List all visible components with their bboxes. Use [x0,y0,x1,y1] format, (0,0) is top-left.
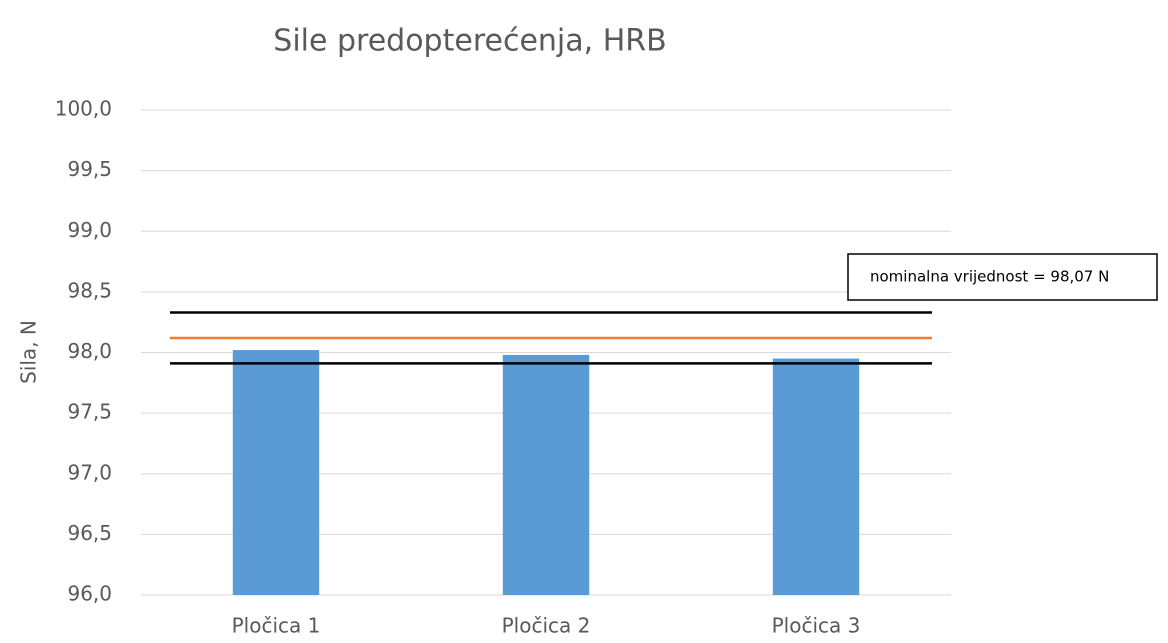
x-tick-label: Pločica 1 [232,614,321,638]
y-tick-label: 97,0 [67,460,112,484]
y-tick-label: 96,0 [67,582,112,606]
bar [772,358,860,595]
y-tick-label: 99,0 [67,218,112,242]
bar [502,354,590,595]
y-tick-label: 97,5 [67,400,112,424]
y-tick-label: 98,0 [67,339,112,363]
y-axis-label: Sila, N [17,320,41,384]
annotation: nominalna vrijednost = 98,07 N [870,268,1109,286]
y-tick-label: 96,5 [67,521,112,545]
y-tick-label: 99,5 [67,157,112,181]
y-tick-label: 98,5 [67,278,112,302]
x-tick-label: Pločica 2 [502,614,591,638]
bar [232,350,320,595]
annotation-box [847,253,1158,301]
x-tick-label: Pločica 3 [772,614,861,638]
chart-title: Sile predopterećenja, HRB [273,24,666,59]
y-tick-label: 100,0 [55,97,112,121]
